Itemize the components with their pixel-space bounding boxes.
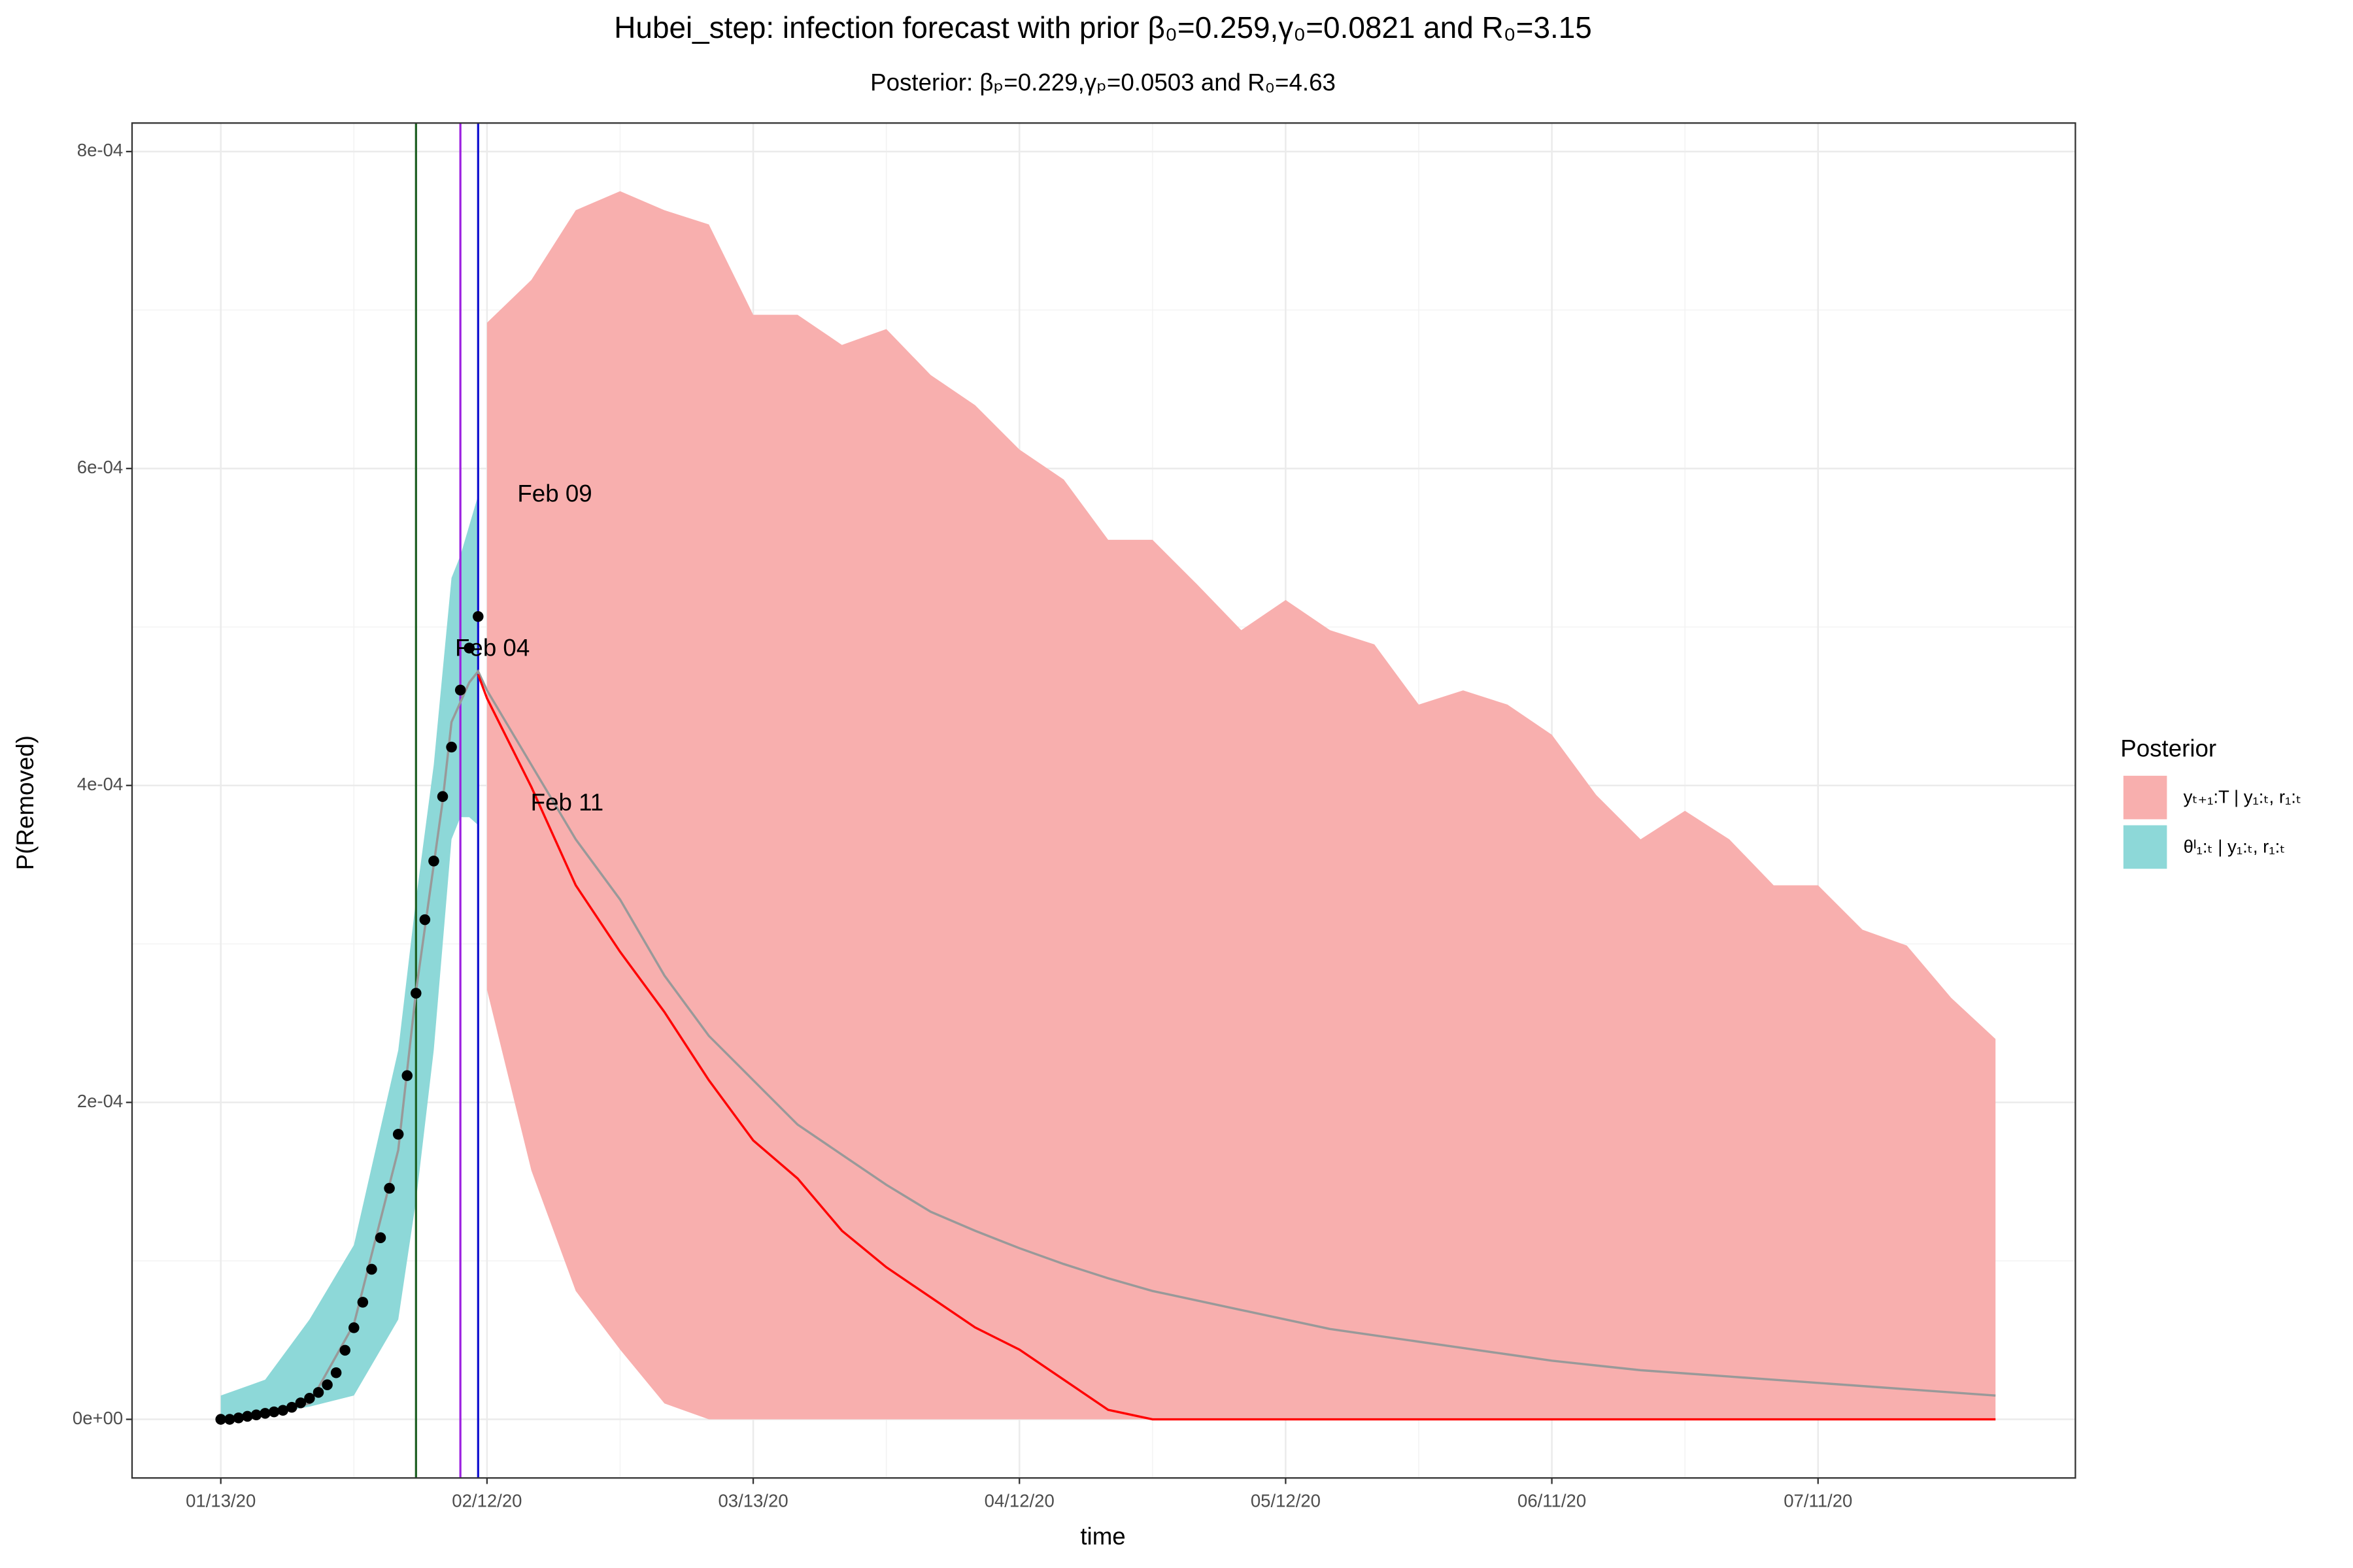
point <box>330 1367 342 1378</box>
y-tick-label: 4e-04 <box>77 774 123 794</box>
x-axis-label: time <box>1080 1523 1125 1550</box>
legend-label: yₜ₊₁:T | y₁:ₜ, r₁:ₜ <box>2184 787 2301 807</box>
legend-key <box>2123 775 2167 820</box>
legend-key <box>2123 825 2167 869</box>
y-tick-label: 2e-04 <box>77 1091 123 1111</box>
point <box>348 1322 360 1333</box>
annotation: Feb 04 <box>455 635 530 661</box>
chart-title: Hubei_step: infection forecast with prio… <box>614 10 1591 44</box>
ribbon <box>486 191 1996 1420</box>
point <box>366 1263 377 1275</box>
x-tick-label: 01/13/20 <box>186 1490 256 1510</box>
point <box>437 791 449 802</box>
y-tick-label: 6e-04 <box>77 457 123 477</box>
legend-label: θᴵ₁:ₜ | y₁:ₜ, r₁:ₜ <box>2184 836 2286 856</box>
point <box>375 1232 386 1243</box>
y-tick-label: 0e+00 <box>73 1408 123 1428</box>
line <box>477 674 1996 1421</box>
annotation: Feb 11 <box>531 789 604 816</box>
point <box>384 1182 395 1194</box>
legend-title: Posterior <box>2120 735 2216 762</box>
x-tick-label: 03/13/20 <box>718 1490 788 1510</box>
point <box>277 1405 288 1416</box>
annotation: Feb 09 <box>517 480 592 507</box>
point <box>260 1408 271 1419</box>
point <box>268 1406 280 1418</box>
point <box>233 1412 245 1424</box>
point <box>339 1344 350 1356</box>
point <box>286 1401 297 1413</box>
line <box>220 669 1996 1421</box>
point <box>419 914 431 926</box>
point <box>224 1414 235 1425</box>
point <box>250 1409 262 1421</box>
x-tick-label: 04/12/20 <box>985 1490 1055 1510</box>
point <box>446 741 457 753</box>
x-tick-label: 02/12/20 <box>452 1490 522 1510</box>
panel-border <box>131 122 2076 1479</box>
point <box>295 1397 307 1409</box>
point <box>304 1393 315 1404</box>
point <box>322 1379 333 1390</box>
y-tick-label: 8e-04 <box>77 140 123 160</box>
point <box>473 610 484 622</box>
y-axis-label: P(Removed) <box>12 735 39 870</box>
point <box>242 1410 253 1422</box>
ribbon <box>220 495 479 1420</box>
x-tick-label: 05/12/20 <box>1251 1490 1321 1510</box>
point <box>454 684 466 696</box>
point <box>215 1414 226 1425</box>
point <box>357 1297 369 1308</box>
point <box>428 856 439 867</box>
point <box>464 642 475 654</box>
x-tick-label: 06/11/20 <box>1517 1490 1586 1510</box>
x-tick-label: 07/11/20 <box>1784 1490 1852 1510</box>
point <box>401 1070 413 1081</box>
point <box>411 988 422 999</box>
chart-subtitle: Posterior: βₚ=0.229,γₚ=0.0503 and R₀=4.6… <box>870 69 1336 95</box>
point <box>313 1387 324 1398</box>
point <box>392 1129 404 1140</box>
